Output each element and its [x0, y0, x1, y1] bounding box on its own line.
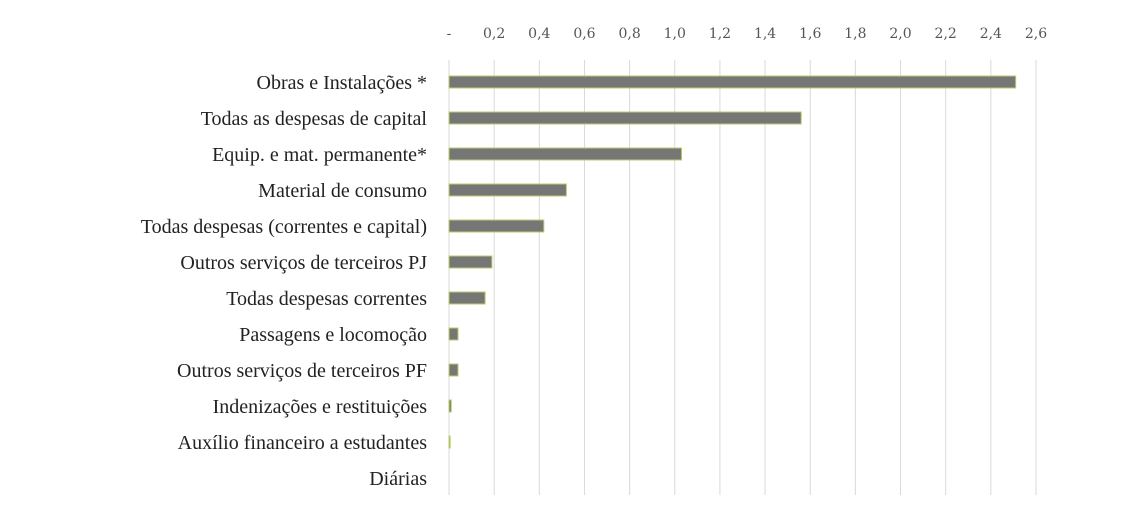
x-tick-label: 1,0	[664, 26, 686, 42]
bar	[448, 219, 545, 233]
category-label: Equip. e mat. permanente*	[212, 144, 427, 166]
x-tick-label: 2,4	[980, 26, 1002, 42]
x-tick-label: 1,6	[799, 26, 821, 42]
bar	[448, 327, 459, 341]
x-tick-label: 2,6	[1025, 26, 1047, 42]
x-tick-label: 0,4	[528, 26, 550, 42]
category-label: Indenizações e restituições	[213, 396, 428, 418]
x-tick-label: 0,6	[573, 26, 595, 42]
x-tick-label: 2,2	[935, 26, 957, 42]
x-tick-label: 1,2	[709, 26, 731, 42]
x-tick-label: 2,0	[889, 26, 911, 42]
bar	[448, 435, 451, 449]
category-label: Todas as despesas de capital	[201, 108, 428, 130]
category-label: Passagens e locomoção	[239, 324, 427, 346]
category-label: Material de consumo	[258, 180, 427, 202]
category-label: Diárias	[369, 468, 427, 490]
category-label: Todas despesas (correntes e capital)	[141, 216, 427, 238]
category-label: Auxílio financeiro a estudantes	[178, 432, 428, 454]
bar	[448, 363, 459, 377]
category-label: Outros serviços de terceiros PF	[177, 360, 427, 382]
category-labels: Obras e Instalações * Todas as despesas d…	[141, 72, 428, 490]
category-label: Outros serviços de terceiros PJ	[180, 252, 427, 274]
bar	[448, 111, 802, 125]
category-label: Todas despesas correntes	[226, 288, 427, 310]
category-label: Obras e Instalações *	[257, 72, 428, 94]
bar	[448, 147, 683, 161]
bars	[448, 75, 1017, 449]
bar	[448, 255, 493, 269]
bar	[448, 183, 567, 197]
x-tick-label: -	[447, 26, 452, 42]
x-tick-label: 0,2	[483, 26, 505, 42]
x-tick-label: 0,8	[618, 26, 640, 42]
x-tick-label: 1,8	[844, 26, 866, 42]
x-tick-label: 1,4	[754, 26, 776, 42]
bar	[448, 75, 1017, 89]
bar	[448, 291, 486, 305]
x-tick-labels: - 0,2 0,4 0,6 0,8 1,0 1,2 1,4 1,6 1,8 2,0 2,2 2,4 2,6	[447, 26, 1048, 42]
grid-lines	[448, 60, 1037, 495]
bar	[448, 399, 452, 413]
